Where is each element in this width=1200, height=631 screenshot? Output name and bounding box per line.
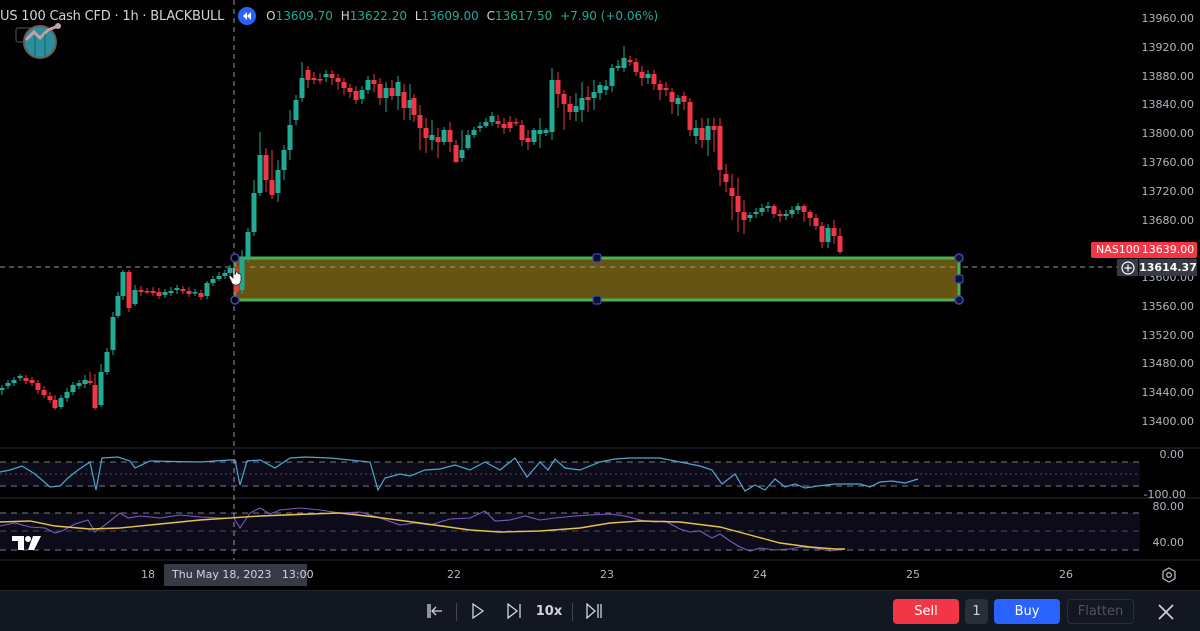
price-axis-label: 13560.00 (1141, 299, 1195, 313)
close-icon[interactable] (1156, 602, 1176, 622)
buy-button[interactable]: Buy (994, 599, 1060, 624)
price-axis-label: 13720.00 (1141, 184, 1195, 198)
rsi-axis-top: 80.00 (1152, 500, 1185, 513)
quantity-field[interactable]: 1 (965, 599, 988, 624)
candlestick-series (0, 46, 843, 410)
price-axis-label: 13880.00 (1141, 69, 1195, 83)
cci-axis-bottom: -100.00 (1143, 488, 1186, 501)
time-axis-label: 26 (1059, 568, 1073, 581)
price-axis-label: 13520.00 (1141, 328, 1195, 342)
close-value: 13617.50 (495, 9, 553, 23)
high-value: 13622.20 (349, 9, 407, 23)
time-axis-label: 25 (906, 568, 920, 581)
open-value: 13609.70 (275, 9, 333, 23)
crosshair-price-label: 13614.37 (1139, 259, 1197, 276)
time-axis-label: 22 (447, 568, 461, 581)
symbol-price-tag: NAS100 (1091, 242, 1145, 258)
price-axis-label: 13480.00 (1141, 357, 1195, 371)
symbol-title[interactable]: US 100 Cash CFD · 1h · BLACKBULL (0, 8, 225, 24)
sell-button[interactable]: Sell (893, 599, 959, 624)
low-value: 13609.00 (421, 9, 479, 23)
cci-line (0, 456, 919, 492)
divider (456, 603, 457, 621)
time-axis-label: 24 (753, 568, 767, 581)
hand-cursor-icon (228, 266, 244, 290)
divider (572, 603, 573, 621)
price-axis-label: 13680.00 (1141, 213, 1195, 227)
channel-logo-icon (10, 22, 66, 60)
time-axis-label: 23 (600, 568, 614, 581)
flatten-button[interactable]: Flatten (1067, 599, 1134, 624)
step-forward-icon[interactable] (503, 599, 525, 623)
ohlc-values: O13609.70 H13622.20 L13609.00 C13617.50 … (266, 9, 659, 23)
last-price-label: 13639.00 (1139, 242, 1197, 258)
jump-to-start-icon[interactable] (424, 599, 446, 623)
jump-to-realtime-icon[interactable] (583, 599, 605, 623)
play-icon[interactable] (467, 599, 489, 623)
price-axis-label: 13400.00 (1141, 415, 1195, 428)
time-axis-label: 18 (141, 568, 155, 581)
price-axis-label: 13760.00 (1141, 155, 1195, 169)
rectangle-zone-drawing[interactable] (230, 253, 964, 305)
change-value: +7.90 (+0.06%) (560, 9, 659, 23)
replay-trading-bar: 10x Sell 1 Buy Flatten (0, 590, 1200, 631)
chart-canvas[interactable] (0, 0, 1200, 590)
price-axis-label: 13800.00 (1141, 127, 1195, 141)
price-axis-label: 13840.00 (1141, 98, 1195, 112)
chart-legend: US 100 Cash CFD · 1h · BLACKBULL O13609.… (0, 6, 662, 26)
rewind-icon[interactable] (238, 7, 257, 25)
replay-speed-button[interactable]: 10x (535, 603, 563, 619)
tradingview-logo-icon[interactable] (12, 535, 42, 555)
crosshair-time-label: Thu May 18, 2023 13:00 (164, 564, 314, 586)
add-plus-icon[interactable] (1117, 259, 1138, 276)
settings-gear-icon[interactable] (1160, 566, 1178, 584)
cci-axis-top: 0.00 (1159, 448, 1185, 461)
price-axis-label: 13920.00 (1141, 40, 1195, 54)
price-axis-label: 13960.00 (1141, 12, 1195, 25)
rsi-axis-bottom: 40.00 (1152, 536, 1185, 549)
rsi-ma-line (0, 512, 845, 550)
price-axis-label: 13440.00 (1141, 386, 1195, 400)
